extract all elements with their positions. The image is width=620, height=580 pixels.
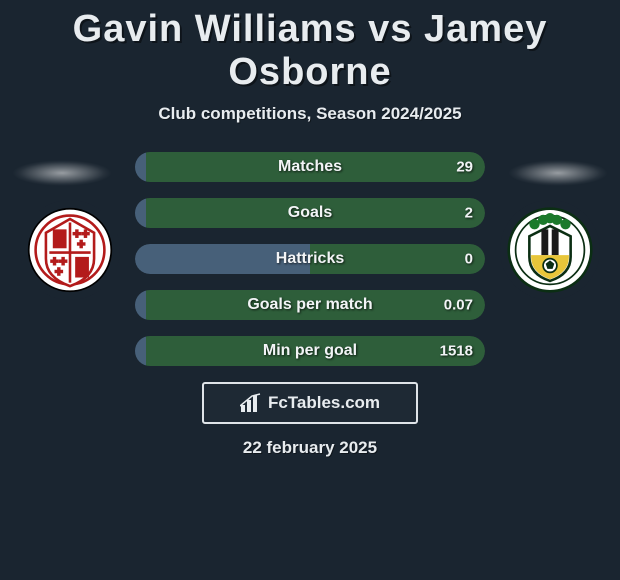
comparison-panel: Matches 29 Goals 2 Hattricks 0 Goals per match… (0, 152, 620, 366)
stats-list: Matches 29 Goals 2 Hattricks 0 Goals per match… (135, 152, 485, 366)
stat-row: Goals per match 0.07 (135, 290, 485, 320)
woking-fc-crest-icon (27, 207, 113, 293)
page-title: Gavin Williams vs Jamey Osborne (0, 0, 620, 94)
stat-value-right: 1518 (440, 343, 473, 360)
subtitle: Club competitions, Season 2024/2025 (0, 104, 620, 124)
stat-label: Matches (278, 158, 342, 176)
brand-text: FcTables.com (268, 393, 380, 413)
stat-fill-left (135, 290, 146, 320)
stat-fill-left (135, 152, 146, 182)
player-right-highlight (508, 160, 608, 186)
stat-label: Min per goal (263, 342, 357, 360)
club-crest-left (20, 200, 120, 300)
stat-fill-left (135, 198, 146, 228)
stat-row: Goals 2 (135, 198, 485, 228)
stat-label: Hattricks (276, 250, 344, 268)
stat-fill-left (135, 336, 146, 366)
player-left-highlight (12, 160, 112, 186)
stat-row: Matches 29 (135, 152, 485, 182)
stat-label: Goals per match (247, 296, 372, 314)
stat-row: Hattricks 0 (135, 244, 485, 274)
bar-chart-icon (240, 393, 262, 413)
stat-row: Min per goal 1518 (135, 336, 485, 366)
brand-badge[interactable]: FcTables.com (202, 382, 418, 424)
stat-value-right: 0 (465, 251, 473, 268)
solihull-moors-fc-crest-icon (507, 207, 593, 293)
stat-label: Goals (288, 204, 332, 222)
comparison-date: 22 february 2025 (0, 438, 620, 458)
club-crest-right (500, 200, 600, 300)
stat-value-right: 29 (456, 159, 473, 176)
stat-value-right: 2 (465, 205, 473, 222)
stat-value-right: 0.07 (444, 297, 473, 314)
